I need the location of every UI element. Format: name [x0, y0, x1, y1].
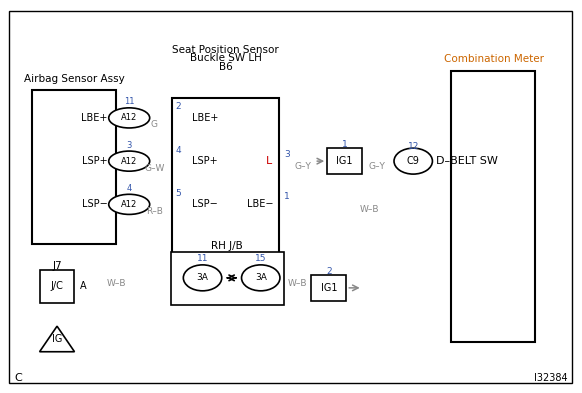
Text: 1: 1	[284, 192, 290, 201]
Text: LBE+: LBE+	[81, 113, 108, 123]
Bar	[327, 148, 362, 174]
Text: 12: 12	[407, 142, 419, 151]
Text: RH J/B: RH J/B	[211, 241, 243, 252]
Text: G–Y: G–Y	[369, 162, 385, 171]
Text: LSP−: LSP−	[192, 199, 218, 209]
Text: 15: 15	[255, 254, 267, 263]
Text: 3: 3	[284, 150, 290, 158]
Text: J/C: J/C	[51, 281, 63, 291]
Bar	[40, 270, 74, 303]
Text: LSP−: LSP−	[82, 199, 108, 209]
Text: I32384: I32384	[534, 373, 567, 383]
Text: IG1: IG1	[336, 156, 353, 166]
Text: 11: 11	[197, 254, 208, 263]
Text: B6: B6	[219, 62, 233, 72]
Ellipse shape	[109, 194, 150, 215]
Text: A12: A12	[121, 157, 137, 165]
Text: Combination Meter: Combination Meter	[443, 54, 544, 64]
Text: 11: 11	[124, 97, 134, 107]
Bar	[451, 71, 535, 342]
Bar	[311, 275, 346, 301]
Polygon shape	[40, 326, 74, 352]
Text: 3A: 3A	[197, 274, 208, 282]
Text: IG: IG	[52, 334, 62, 344]
Text: A12: A12	[121, 200, 137, 209]
Text: Airbag Sensor Assy: Airbag Sensor Assy	[24, 73, 125, 84]
Text: J7: J7	[52, 261, 62, 271]
Text: W–B: W–B	[107, 279, 126, 288]
Text: 5: 5	[175, 189, 181, 198]
Text: A12: A12	[121, 114, 137, 122]
Text: G: G	[151, 121, 158, 129]
Text: 4: 4	[126, 184, 132, 193]
Text: LSP+: LSP+	[82, 156, 108, 166]
Text: L: L	[266, 156, 272, 166]
Text: LBE+: LBE+	[192, 113, 218, 123]
Text: IG1: IG1	[321, 283, 337, 293]
Ellipse shape	[109, 108, 150, 128]
Text: LSP+: LSP+	[192, 156, 218, 166]
Text: LBE−: LBE−	[247, 199, 274, 209]
Text: D–BELT SW: D–BELT SW	[436, 156, 498, 166]
Text: Buckle SW LH: Buckle SW LH	[190, 53, 262, 63]
Circle shape	[394, 148, 432, 174]
Text: C9: C9	[407, 156, 420, 166]
Text: 4: 4	[175, 146, 181, 154]
Text: A: A	[80, 281, 86, 291]
Text: G–Y: G–Y	[294, 162, 311, 171]
Text: 3A: 3A	[255, 274, 267, 282]
Text: Seat Position Sensor: Seat Position Sensor	[172, 44, 279, 55]
Text: C: C	[15, 373, 22, 383]
Text: 2: 2	[175, 103, 181, 111]
Text: 1: 1	[342, 140, 347, 149]
Bar	[171, 252, 284, 305]
Circle shape	[183, 265, 222, 291]
Text: W–B: W–B	[359, 205, 379, 214]
Text: 3: 3	[126, 141, 132, 150]
Text: G–W: G–W	[144, 164, 165, 173]
Circle shape	[242, 265, 280, 291]
Bar	[172, 98, 279, 261]
Text: W–B: W–B	[288, 279, 307, 288]
Text: R–B: R–B	[146, 207, 162, 216]
Ellipse shape	[109, 151, 150, 171]
Bar	[32, 90, 116, 244]
Text: 2: 2	[326, 267, 332, 275]
